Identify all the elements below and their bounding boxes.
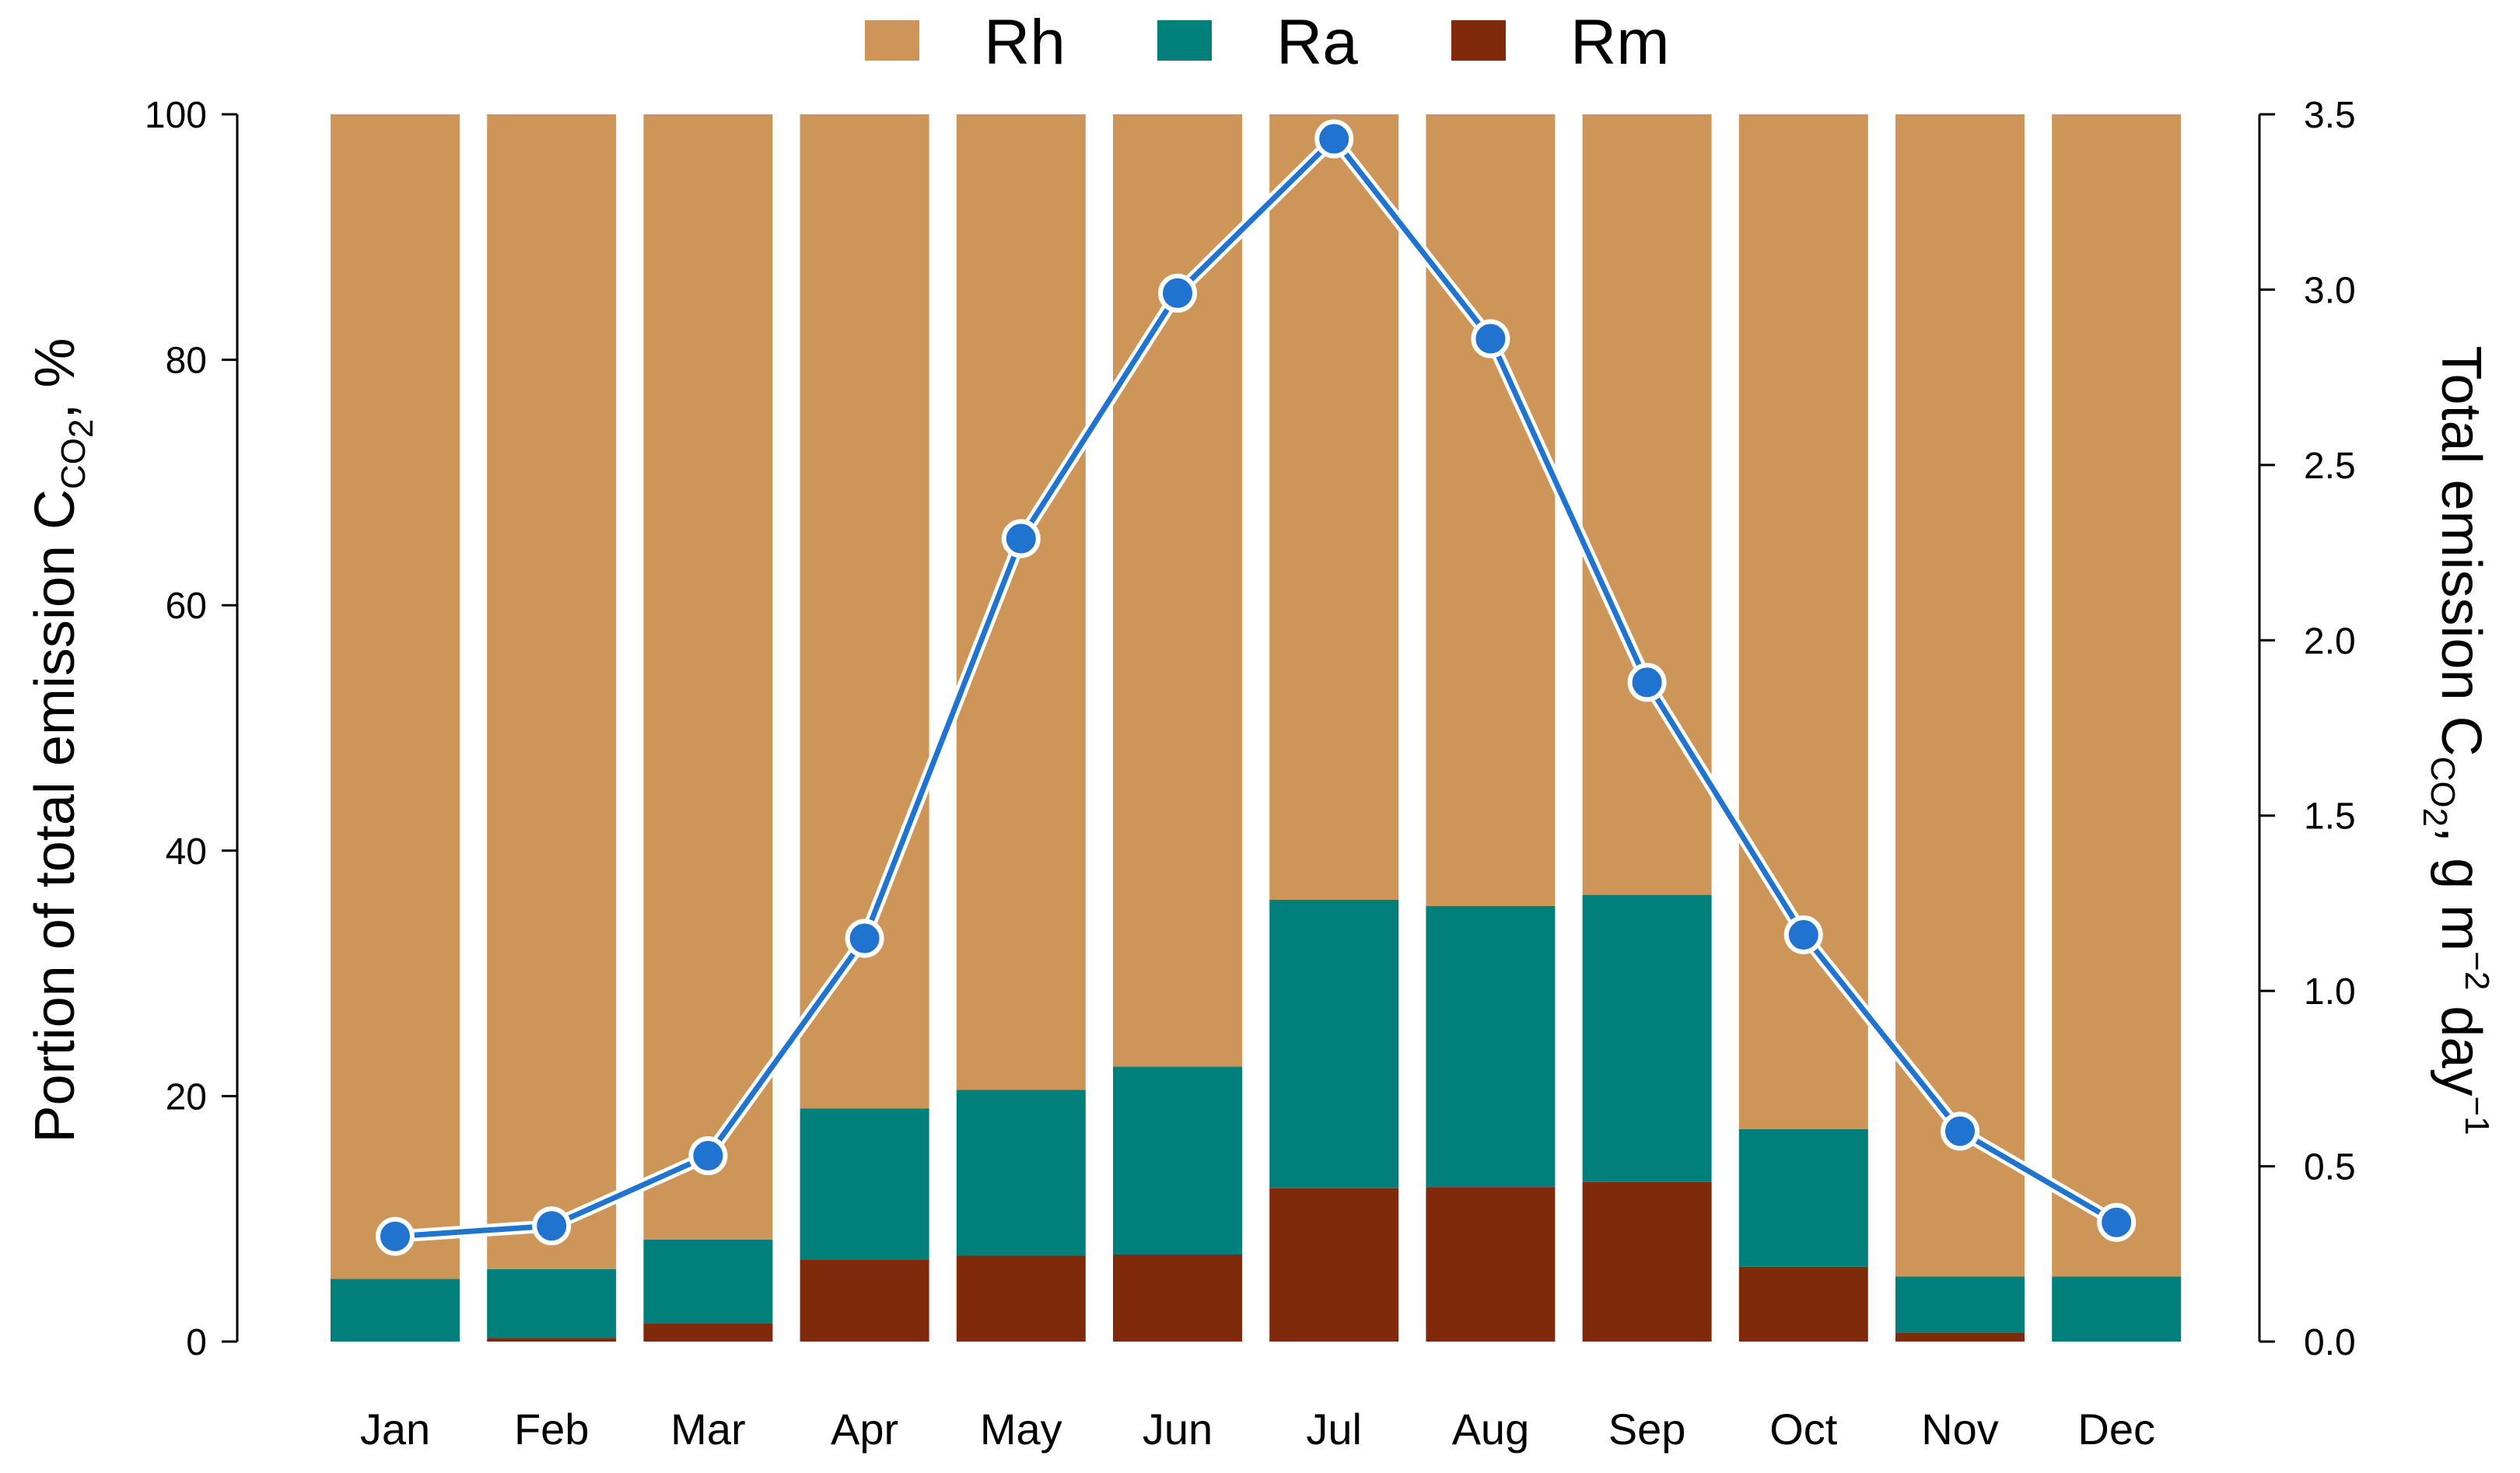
bar-rh-jun — [1113, 114, 1242, 1067]
x-tick-label: Jan — [360, 1405, 430, 1454]
x-tick-label: Aug — [1452, 1405, 1530, 1454]
x-tick-label: Jul — [1306, 1405, 1362, 1454]
x-tick-label: Feb — [514, 1405, 590, 1454]
bar-rm-nov — [1895, 1332, 2025, 1342]
bar-rm-sep — [1582, 1181, 1712, 1342]
bar-rm-apr — [800, 1259, 929, 1342]
legend: Rh Ra Rm — [865, 7, 1670, 78]
x-tick-label: May — [980, 1405, 1062, 1454]
y2-tick-label: 3.0 — [2304, 270, 2356, 311]
bar-rm-oct — [1738, 1266, 1868, 1342]
legend-swatch-rh — [865, 20, 919, 61]
legend-swatch-ra — [1157, 20, 1212, 61]
legend-label-rh: Rh — [984, 7, 1066, 78]
bar-rm-may — [956, 1255, 1086, 1342]
right-axis: 0.0 0.5 1.0 1.5 2.0 2.5 3.0 3.5 — [2258, 95, 2356, 1363]
line-point-dec — [2097, 1202, 2137, 1242]
bar-rh-sep — [1582, 114, 1712, 895]
legend-label-rm: Rm — [1570, 7, 1670, 78]
x-tick-label: Mar — [670, 1405, 745, 1454]
bar-ra-jun — [1113, 1066, 1242, 1254]
bar-ra-oct — [1738, 1129, 1868, 1267]
x-axis-labels: Jan Feb Mar Apr May Jun Jul Aug Sep Oct Nov Dec — [360, 1405, 2155, 1454]
line-point-jul — [1314, 119, 1354, 159]
bar-ra-dec — [2052, 1276, 2182, 1342]
bar-rm-jun — [1113, 1254, 1242, 1342]
line-point-aug — [1471, 319, 1510, 359]
bar-rm-feb — [487, 1338, 617, 1342]
y2-tick-label: 2.5 — [2304, 446, 2356, 487]
bar-ra-aug — [1426, 905, 1556, 1188]
bar-ra-mar — [643, 1240, 773, 1324]
y-axis-title: Portion of total emission CCO2, % — [24, 338, 100, 1143]
y-tick-label: 20 — [166, 1076, 207, 1118]
y-tick-label: 0 — [186, 1322, 207, 1363]
y-tick-label: 40 — [166, 831, 207, 873]
total-emission-line — [376, 119, 2137, 1256]
y2-axis-title: Total emission CCO2, g m−2 day−1 — [2416, 345, 2496, 1135]
y2-tick-label: 1.0 — [2304, 971, 2356, 1013]
x-tick-label: Oct — [1769, 1405, 1838, 1454]
x-tick-label: Jun — [1143, 1405, 1213, 1454]
bar-ra-sep — [1582, 894, 1712, 1182]
bar-rh-oct — [1738, 114, 1868, 1130]
bar-ra-apr — [800, 1108, 929, 1260]
x-tick-label: Nov — [1921, 1405, 1999, 1454]
bar-rh-apr — [800, 114, 929, 1109]
bar-rh-nov — [1895, 114, 2025, 1277]
bar-ra-jul — [1269, 899, 1399, 1188]
bar-ra-nov — [1895, 1276, 2025, 1333]
line-point-mar — [688, 1136, 728, 1176]
line-point-nov — [1941, 1111, 1979, 1151]
x-tick-label: Sep — [1608, 1405, 1686, 1454]
y-tick-label: 80 — [166, 341, 207, 382]
line-point-feb — [532, 1206, 572, 1246]
bar-rh-jan — [331, 114, 460, 1279]
line-point-may — [1001, 519, 1041, 558]
y2-tick-label: 2.0 — [2304, 621, 2356, 662]
bar-rm-mar — [643, 1323, 773, 1342]
y-tick-label: 60 — [166, 586, 207, 627]
bar-rh-aug — [1426, 114, 1556, 906]
bar-ra-feb — [487, 1268, 617, 1338]
bar-rm-aug — [1426, 1187, 1556, 1342]
bar-ra-jan — [331, 1279, 460, 1342]
y2-tick-label: 0.5 — [2304, 1147, 2356, 1188]
y2-tick-label: 3.5 — [2304, 95, 2356, 136]
line-path — [394, 136, 2118, 1240]
x-tick-label: Apr — [831, 1405, 898, 1454]
line-point-jan — [376, 1216, 415, 1256]
bar-ra-may — [956, 1090, 1086, 1256]
y-tick-label: 100 — [145, 95, 207, 136]
line-point-oct — [1783, 915, 1823, 955]
bar-rh-may — [956, 114, 1086, 1090]
line-point-apr — [845, 918, 884, 958]
x-tick-label: Dec — [2077, 1405, 2155, 1454]
left-axis: 0 20 40 60 80 100 — [145, 95, 239, 1363]
legend-label-ra: Ra — [1276, 7, 1358, 78]
line-point-sep — [1627, 663, 1667, 702]
bar-rh-mar — [643, 114, 773, 1240]
line-point-jun — [1158, 273, 1197, 313]
y2-tick-label: 1.5 — [2304, 796, 2356, 838]
bar-rh-feb — [487, 114, 617, 1269]
y2-tick-label: 0.0 — [2304, 1322, 2356, 1363]
legend-swatch-rm — [1451, 20, 1506, 61]
bar-rh-dec — [2052, 114, 2182, 1277]
bar-rm-jul — [1269, 1188, 1399, 1342]
bar-rh-jul — [1269, 114, 1399, 900]
bars — [331, 114, 2182, 1342]
